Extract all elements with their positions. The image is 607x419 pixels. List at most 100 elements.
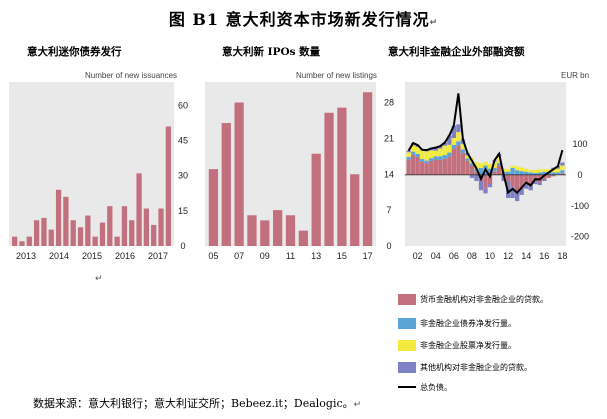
x-tick-label: 18 xyxy=(557,251,567,261)
bar xyxy=(12,236,18,246)
stack-segment xyxy=(447,135,452,145)
stack-segment xyxy=(478,168,484,175)
x-tick-label: 17 xyxy=(363,251,373,261)
bar xyxy=(234,102,244,246)
x-tick-label: 02 xyxy=(413,251,423,261)
x-tick-label: 09 xyxy=(260,251,270,261)
stack-segment xyxy=(447,152,452,157)
stack-segment xyxy=(483,188,488,194)
stack-segment xyxy=(492,161,497,169)
stack-segment xyxy=(420,159,425,162)
stack-segment xyxy=(524,168,529,172)
x-tick-label: 13 xyxy=(311,251,321,261)
stack-segment xyxy=(442,145,447,156)
bar xyxy=(26,236,32,246)
x-tick-label: 08 xyxy=(467,251,477,261)
bar xyxy=(143,208,150,246)
stack-segment xyxy=(510,187,515,199)
stack-segment xyxy=(555,168,561,173)
stack-segment xyxy=(515,166,520,171)
bar xyxy=(311,153,321,246)
stack-segment xyxy=(515,193,520,202)
stack-segment xyxy=(460,149,466,154)
bar xyxy=(285,215,296,246)
stack-segment xyxy=(456,141,461,146)
bar xyxy=(208,169,219,246)
bar xyxy=(165,126,171,246)
figure-title: 图 B1 意大利资本市场新发行情况↵ xyxy=(168,10,439,29)
legend-label: 总负债。 xyxy=(420,382,452,392)
stack-segment xyxy=(483,161,488,166)
stack-segment xyxy=(528,172,533,175)
bar xyxy=(107,206,113,246)
y-tick-label: 100 xyxy=(572,139,587,149)
panel-title-ipos: 意大利新 IPOs 数量 xyxy=(222,46,321,58)
stack-segment xyxy=(465,158,470,161)
y-tick-label: 0 xyxy=(180,241,185,251)
stack-segment xyxy=(478,181,484,191)
stack-segment xyxy=(551,172,556,175)
stack-segment xyxy=(420,150,425,160)
y-tick-label: 21 xyxy=(384,133,394,143)
stack-segment xyxy=(533,169,538,173)
y-tick-label: -100 xyxy=(571,201,589,211)
stack-segment xyxy=(474,171,479,175)
bar xyxy=(70,220,76,246)
legend-item: 非金融企业债券净发行量。 xyxy=(398,316,516,330)
stack-segment xyxy=(456,132,461,142)
legend-label: 非金融企业股票净发行量。 xyxy=(420,340,516,350)
stack-segment xyxy=(469,174,475,178)
x-tick-label: 16 xyxy=(539,251,549,261)
bar xyxy=(129,220,135,246)
panel-background xyxy=(9,82,174,246)
bar xyxy=(33,220,40,246)
bar xyxy=(298,230,308,246)
source-note: 数据来源：意大利银行；意大利证交所；Bebeez.it；Dealogic。↵ xyxy=(33,397,362,410)
x-tick-label: 2016 xyxy=(115,251,135,261)
stack-segment xyxy=(460,143,466,150)
stack-segment xyxy=(451,144,456,149)
stack-segment xyxy=(510,165,515,169)
stack-segment xyxy=(474,162,479,169)
bar xyxy=(121,206,128,246)
stack-segment xyxy=(524,184,529,189)
stack-segment xyxy=(410,151,416,155)
stack-segment xyxy=(465,160,470,175)
y-tick-label: -200 xyxy=(571,232,589,242)
stack-segment xyxy=(429,158,434,161)
stack-segment xyxy=(406,152,411,157)
stack-segment xyxy=(478,163,484,169)
stack-segment xyxy=(420,161,425,175)
stack-segment xyxy=(560,162,565,166)
stack-segment xyxy=(442,155,447,159)
stack-segment xyxy=(460,153,466,175)
y-tick-label: 45 xyxy=(178,136,188,146)
stack-segment xyxy=(451,148,456,175)
stack-segment xyxy=(515,174,520,194)
x-tick-label: 10 xyxy=(485,251,495,261)
ylabel-ipos: Number of new listings xyxy=(296,71,377,80)
x-tick-label: 2015 xyxy=(82,251,102,261)
stack-segment xyxy=(487,164,493,169)
stack-segment xyxy=(542,179,547,182)
legend-item: 总负债。 xyxy=(398,380,452,394)
y-tick-label: 30 xyxy=(178,171,188,181)
bar xyxy=(99,222,106,246)
stack-segment xyxy=(438,159,443,175)
bar xyxy=(350,174,360,246)
stack-segment xyxy=(415,156,420,175)
total-liabilities-line xyxy=(407,93,564,195)
stack-segment xyxy=(519,174,524,189)
stack-segment xyxy=(429,150,434,159)
bar xyxy=(260,220,270,246)
x-tick-label: 14 xyxy=(521,251,531,261)
legend-swatch xyxy=(398,317,416,329)
bar xyxy=(151,224,157,246)
stack-segment xyxy=(424,160,429,164)
x-tick-label: 04 xyxy=(431,251,441,261)
stack-segment xyxy=(533,174,538,182)
stack-segment xyxy=(560,173,565,175)
bar xyxy=(324,112,334,246)
stack-segment xyxy=(451,138,456,145)
